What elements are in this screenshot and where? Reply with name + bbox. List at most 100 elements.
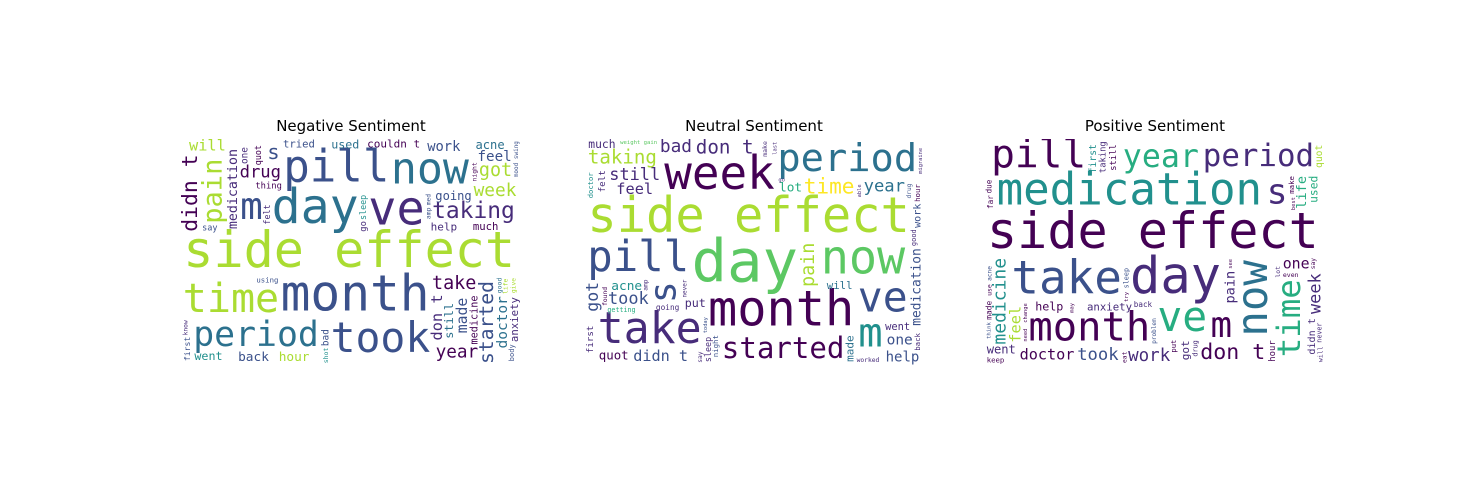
cloud-word: didn t — [181, 154, 203, 231]
cloud-word: going — [435, 189, 471, 203]
cloud-word: started — [475, 281, 498, 364]
cloud-word: time — [1270, 279, 1308, 357]
cloud-word: took — [331, 314, 431, 362]
cloud-word: took — [1077, 345, 1119, 365]
cloud-word: sleep — [703, 337, 713, 362]
cloud-word: doctor — [586, 172, 595, 199]
cloud-word: know — [183, 320, 190, 335]
cloud-word: period — [777, 139, 917, 181]
cloud-word: pain — [1223, 271, 1239, 304]
cloud-word: year — [436, 343, 479, 363]
cloud-word: work — [427, 139, 461, 155]
cloud-word: drug — [906, 183, 913, 198]
cloud-word: time — [804, 174, 855, 199]
cloud-word: need — [1023, 329, 1029, 342]
cloud-word: couldn t — [367, 139, 420, 151]
cloud-word: pill — [991, 139, 1086, 177]
cloud-word: feel — [478, 149, 512, 165]
cloud-word: able — [857, 184, 863, 197]
cloud-word: used — [1308, 176, 1321, 203]
cloud-word: ve — [1157, 293, 1207, 341]
cloud-word: mood swing — [513, 141, 520, 178]
cloud-word: take — [1011, 250, 1122, 304]
cloud-word: didn t — [1307, 318, 1318, 354]
cloud-word: side effect — [987, 201, 1319, 260]
cloud-word: acne — [987, 266, 994, 281]
cloud-word: anxiety — [1087, 301, 1133, 314]
cloud-word: found — [602, 287, 609, 306]
cloud-word: using — [256, 275, 278, 284]
cloud-word: say — [202, 224, 217, 234]
cloud-word: month — [708, 281, 854, 337]
cloud-word: never — [682, 279, 689, 297]
cloud-word: help — [886, 349, 920, 365]
cloud-word: pill — [283, 141, 389, 192]
cloud-word: far — [986, 195, 995, 209]
cloud-word: side effect — [183, 220, 515, 279]
cloud-word: body — [508, 344, 516, 361]
cloud-word: night — [711, 335, 720, 357]
cloud-word: good — [496, 278, 504, 294]
cloud-word: make — [761, 141, 769, 157]
cloud-word: m — [1211, 305, 1233, 346]
cloud-word: never — [1316, 323, 1324, 343]
cloud-word: pain — [798, 243, 819, 287]
cloud-word: hour — [913, 184, 922, 202]
cloud-word: use — [985, 284, 993, 296]
cloud-word: year — [864, 177, 905, 197]
cloud-word: first — [585, 326, 596, 354]
cloud-word: weight gain — [620, 140, 657, 146]
cloud-word: still — [1109, 144, 1119, 170]
cloud-word: pill — [587, 232, 689, 281]
cloud-word: now — [391, 145, 469, 195]
cloud-word: shot — [322, 348, 330, 364]
cloud-word: medicine — [470, 295, 481, 344]
cloud-word: taking — [432, 198, 515, 224]
cloud-word: due — [985, 179, 994, 193]
cloud-word: today — [703, 316, 709, 333]
cloud-word: back — [913, 332, 922, 350]
cloud-word: got — [479, 160, 512, 181]
cloud-word: taking — [588, 146, 657, 169]
cloud-word: best — [1291, 197, 1297, 210]
cloud-word: going — [656, 303, 679, 312]
cloud-word: feel — [616, 180, 653, 198]
cloud-word: day — [692, 227, 799, 296]
cloud-word: made — [454, 298, 471, 334]
cloud-word: even — [1283, 271, 1299, 279]
cloud-word: first — [182, 337, 192, 361]
cloud-word: went — [987, 343, 1016, 357]
cloud-word: used — [331, 139, 359, 152]
cloud-word: make — [1287, 175, 1296, 193]
cloud-word: put — [1169, 340, 1178, 353]
cloud-word: made — [985, 300, 994, 319]
cloud-word: first — [1088, 144, 1099, 173]
cloud-word: good — [910, 229, 918, 246]
cloud-word: bad — [320, 329, 331, 346]
cloud-word: may — [1070, 302, 1076, 312]
cloud-word: ve — [368, 183, 424, 237]
cloud-word: help — [1035, 299, 1063, 313]
cloud-word: will — [827, 279, 853, 292]
cloud-word: hour — [279, 350, 310, 365]
cloud-word: got — [1179, 340, 1192, 360]
cloud-word: time — [183, 276, 279, 322]
cloud-word: problem — [1151, 318, 1158, 344]
cloud-word: ve — [858, 273, 908, 321]
cloud-word: back — [1134, 300, 1153, 309]
cloud-word: help — [431, 221, 458, 234]
cloud-word: getting — [607, 306, 635, 314]
cloud-word: medication — [226, 149, 241, 229]
cloud-word: sleep — [358, 195, 368, 220]
cloud-word: week — [664, 146, 775, 200]
cloud-word: quot — [1314, 145, 1325, 168]
cloud-word: started — [722, 331, 845, 365]
cloud-word: back — [238, 350, 269, 365]
panel-title-negative: Negative Sentiment — [276, 117, 426, 135]
cloud-word: much — [473, 221, 499, 233]
cloud-word: will — [189, 139, 226, 155]
cloud-word: don t — [696, 139, 754, 158]
panel-title-positive: Positive Sentiment — [1084, 117, 1226, 135]
cloud-word: thing — [255, 181, 281, 191]
cloud-word: give — [511, 278, 518, 293]
